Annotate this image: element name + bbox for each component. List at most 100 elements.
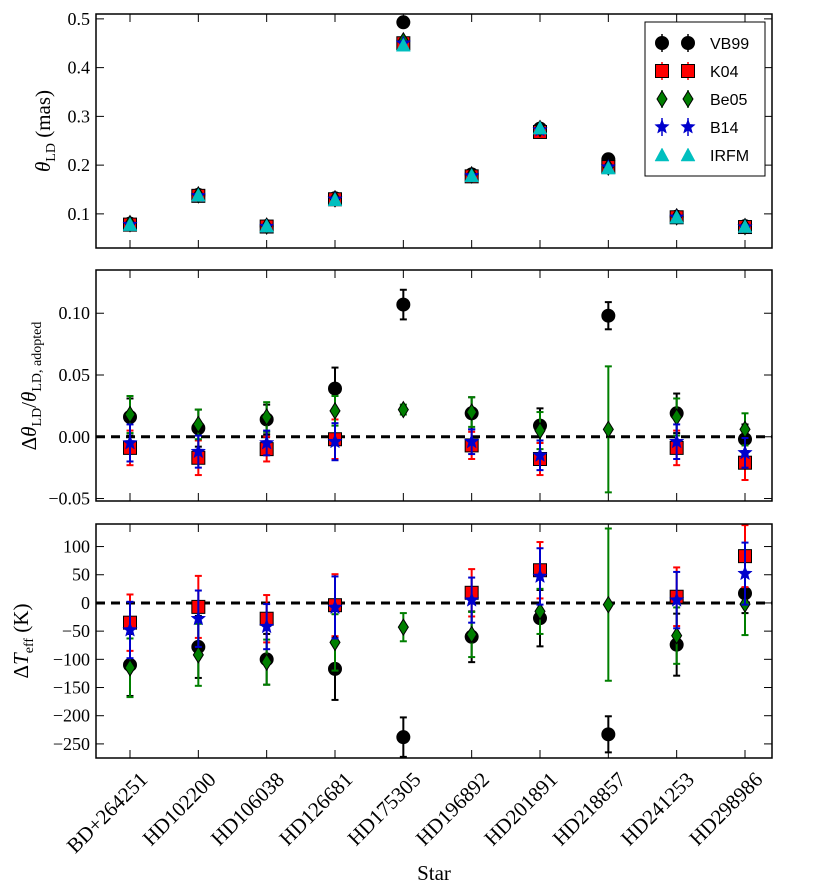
point-be05-bdp264251: [124, 405, 136, 424]
legend-marker-be05: [682, 90, 694, 108]
legend-entry-irfm: IRFM: [654, 147, 749, 165]
point-vb99-hd175305: [396, 730, 411, 745]
legend-label-k04: K04: [710, 64, 739, 81]
point-be05-bdp264251: [124, 658, 136, 677]
legend-label-irfm: IRFM: [710, 148, 749, 165]
point-b14-bdp264251: [122, 621, 138, 637]
y-tick-label: 0.00: [59, 427, 91, 447]
point-b14-hd241253: [668, 591, 685, 607]
point-b14-hd126681: [327, 433, 343, 449]
legend-marker-vb99: [681, 36, 695, 50]
point-be05-hd106038: [261, 408, 273, 426]
legend-marker-vb99: [655, 36, 669, 50]
legend-label-be05: Be05: [710, 92, 747, 109]
point-irfm-hd201891: [532, 120, 548, 135]
y-tick-label: 100: [63, 537, 90, 557]
y-tick-label: 0.4: [68, 58, 91, 78]
panel-dtheta-yticklabels: −0.05 0.00 0.05 0.10: [48, 303, 90, 508]
point-irfm-hd241253: [669, 209, 685, 224]
series-be05: [124, 527, 751, 699]
panel-theta-yticklabels: 0.1 0.2 0.3 0.4 0.5: [68, 9, 91, 224]
panel-dtheta: −0.05 0.00 0.05 0.10 ΔθLD/θLD, adopted: [17, 269, 773, 509]
legend-label-b14: B14: [710, 120, 739, 137]
panel-theta-frame: [95, 13, 773, 249]
point-b14-hd298986: [737, 444, 753, 460]
legend-items: VB99 K04 Be05 B14 IRFM: [654, 34, 749, 165]
legend-marker-b14: [680, 118, 696, 134]
y-tick-label: 0.1: [68, 204, 91, 224]
point-irfm-hd106038: [259, 218, 275, 233]
panel-dtheta-grid-ticks: [96, 270, 772, 501]
panel-dtheta-ylabel: ΔθLD/θLD, adopted: [17, 322, 45, 451]
point-be05-hd218857: [602, 595, 614, 614]
x-tick-label-hd106038: HD106038: [206, 767, 289, 850]
x-tick-label-hd241253: HD241253: [616, 767, 699, 850]
panel-dtheta-data: [122, 288, 753, 494]
point-be05-hd175305: [397, 618, 409, 637]
point-b14-hd106038: [258, 618, 275, 634]
point-irfm-hd175305: [395, 37, 411, 52]
y-tick-label: −150: [53, 678, 90, 698]
panel-dtheta-frame: [95, 269, 773, 502]
legend-marker-b14: [654, 118, 670, 134]
x-tick-label-hd201891: HD201891: [479, 767, 562, 850]
series-irfm: [122, 37, 753, 233]
x-axis-label: Star: [417, 861, 451, 885]
point-be05-hd102200: [192, 415, 204, 434]
point-b14-hd102200: [190, 610, 207, 626]
series-be05: [124, 365, 751, 494]
point-be05-hd241253: [671, 626, 683, 645]
point-be05-hd126681: [329, 401, 341, 420]
point-b14-hd201891: [532, 568, 548, 584]
series-b14: [122, 541, 753, 660]
point-be05-hd175305: [397, 400, 409, 419]
panel-theta-data: [122, 15, 753, 236]
x-tick-label-hd175305: HD175305: [343, 767, 426, 850]
panel-theta-ylabel: θLD (mas): [31, 90, 59, 172]
point-b14-hd126681: [327, 599, 343, 615]
legend-marker-irfm: [680, 147, 696, 162]
y-tick-label: −250: [53, 734, 90, 754]
point-vb99-hd175305: [396, 297, 411, 312]
point-irfm-hd102200: [190, 187, 206, 202]
series-vb99: [123, 572, 752, 758]
y-tick-label: 50: [72, 565, 90, 585]
y-tick-label: −0.05: [48, 489, 90, 509]
x-tick-label-bdp264251: BD+264251: [62, 767, 153, 858]
series-b14: [122, 422, 753, 472]
point-irfm-hd126681: [327, 192, 343, 206]
panel-dteff-frame: [95, 523, 773, 759]
point-vb99-hd218857: [601, 727, 616, 742]
series-k04: [123, 418, 752, 481]
point-b14-bdp264251: [122, 434, 138, 450]
legend-marker-k04: [655, 64, 669, 78]
point-irfm-hd196892: [464, 168, 480, 183]
x-tick-label-hd102200: HD102200: [138, 767, 221, 850]
point-vb99-hd126681: [328, 381, 342, 396]
point-b14-hd241253: [668, 433, 685, 449]
legend-entry-b14: B14: [654, 118, 739, 137]
series-vb99: [123, 288, 752, 456]
legend-marker-k04: [681, 64, 695, 78]
legend-marker-irfm: [654, 147, 670, 162]
y-tick-label: −200: [53, 706, 90, 726]
point-be05-hd201891: [534, 602, 546, 621]
y-tick-label: −50: [62, 621, 90, 641]
y-tick-label: 0.2: [68, 155, 91, 175]
point-vb99-hd218857: [601, 308, 616, 323]
point-be05-hd218857: [602, 420, 614, 439]
panel-dteff-yticklabels: −250 −200 −150 −100 −50 0 50 100: [53, 537, 90, 754]
panel-dteff-ylabel: ΔTeff (K): [9, 604, 37, 679]
point-be05-hd201891: [534, 421, 546, 440]
point-b14-hd102200: [190, 443, 207, 459]
x-tick-label-hd298986: HD298986: [684, 767, 767, 850]
y-tick-label: 0.5: [68, 9, 91, 29]
point-irfm-hd298986: [737, 219, 753, 233]
point-b14-hd106038: [258, 434, 275, 450]
y-tick-label: −100: [53, 649, 90, 669]
point-b14-hd196892: [463, 433, 480, 449]
point-irfm-hd218857: [600, 160, 616, 175]
point-b14-hd196892: [463, 591, 480, 607]
point-be05-hd106038: [261, 653, 273, 672]
